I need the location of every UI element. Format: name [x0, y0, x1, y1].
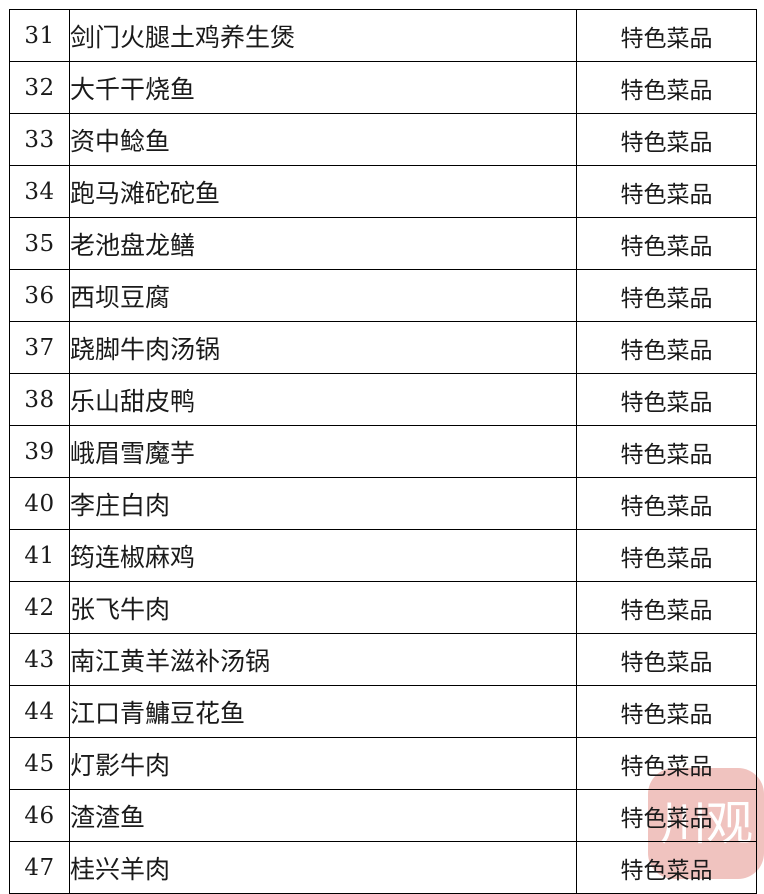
cell-category: 特色菜品	[576, 217, 757, 270]
cell-category: 特色菜品	[576, 789, 757, 842]
cell-category: 特色菜品	[576, 321, 757, 374]
cell-index: 45	[9, 737, 70, 790]
cell-index: 34	[9, 165, 70, 218]
table-row: 36 西坝豆腐 特色菜品	[9, 269, 757, 322]
cell-dish-name: 筠连椒麻鸡	[69, 529, 577, 582]
cell-dish-name: 南江黄羊滋补汤锅	[69, 633, 577, 686]
cell-index: 40	[9, 477, 70, 530]
cell-category: 特色菜品	[576, 9, 757, 62]
cell-index: 47	[9, 841, 70, 894]
dish-list-table: 31 剑门火腿土鸡养生煲 特色菜品 32 大千干烧鱼 特色菜品 33 资中鲶鱼 特色菜品 34 跑马…	[9, 9, 757, 894]
table-row: 38 乐山甜皮鸭 特色菜品	[9, 373, 757, 426]
cell-index: 33	[9, 113, 70, 166]
cell-index: 43	[9, 633, 70, 686]
cell-dish-name: 桂兴羊肉	[69, 841, 577, 894]
table-body: 31 剑门火腿土鸡养生煲 特色菜品 32 大千干烧鱼 特色菜品 33 资中鲶鱼 特色菜品 34 跑马…	[9, 9, 757, 894]
cell-category: 特色菜品	[576, 737, 757, 790]
table-row: 42 张飞牛肉 特色菜品	[9, 581, 757, 634]
cell-dish-name: 跷脚牛肉汤锅	[69, 321, 577, 374]
cell-index: 46	[9, 789, 70, 842]
cell-index: 42	[9, 581, 70, 634]
cell-category: 特色菜品	[576, 425, 757, 478]
cell-category: 特色菜品	[576, 373, 757, 426]
cell-dish-name: 张飞牛肉	[69, 581, 577, 634]
cell-dish-name: 资中鲶鱼	[69, 113, 577, 166]
table-row: 33 资中鲶鱼 特色菜品	[9, 113, 757, 166]
cell-category: 特色菜品	[576, 113, 757, 166]
cell-dish-name: 灯影牛肉	[69, 737, 577, 790]
table-row: 41 筠连椒麻鸡 特色菜品	[9, 529, 757, 582]
table-row: 39 峨眉雪魔芋 特色菜品	[9, 425, 757, 478]
table-row: 32 大千干烧鱼 特色菜品	[9, 61, 757, 114]
cell-dish-name: 江口青鱅豆花鱼	[69, 685, 577, 738]
cell-category: 特色菜品	[576, 841, 757, 894]
cell-dish-name: 渣渣鱼	[69, 789, 577, 842]
cell-index: 41	[9, 529, 70, 582]
table-row: 35 老池盘龙鳝 特色菜品	[9, 217, 757, 270]
cell-category: 特色菜品	[576, 269, 757, 322]
cell-dish-name: 老池盘龙鳝	[69, 217, 577, 270]
cell-index: 35	[9, 217, 70, 270]
cell-index: 32	[9, 61, 70, 114]
cell-category: 特色菜品	[576, 165, 757, 218]
cell-index: 44	[9, 685, 70, 738]
table-row: 44 江口青鱅豆花鱼 特色菜品	[9, 685, 757, 738]
cell-index: 38	[9, 373, 70, 426]
cell-index: 37	[9, 321, 70, 374]
table-row: 45 灯影牛肉 特色菜品	[9, 737, 757, 790]
table-row: 43 南江黄羊滋补汤锅 特色菜品	[9, 633, 757, 686]
cell-index: 36	[9, 269, 70, 322]
table-row: 47 桂兴羊肉 特色菜品	[9, 841, 757, 894]
cell-dish-name: 跑马滩砣砣鱼	[69, 165, 577, 218]
table-row: 46 渣渣鱼 特色菜品	[9, 789, 757, 842]
cell-dish-name: 大千干烧鱼	[69, 61, 577, 114]
cell-dish-name: 李庄白肉	[69, 477, 577, 530]
cell-index: 31	[9, 9, 70, 62]
table-row: 37 跷脚牛肉汤锅 特色菜品	[9, 321, 757, 374]
cell-category: 特色菜品	[576, 477, 757, 530]
table-row: 34 跑马滩砣砣鱼 特色菜品	[9, 165, 757, 218]
cell-category: 特色菜品	[576, 633, 757, 686]
cell-dish-name: 峨眉雪魔芋	[69, 425, 577, 478]
table-row: 31 剑门火腿土鸡养生煲 特色菜品	[9, 9, 757, 62]
cell-dish-name: 剑门火腿土鸡养生煲	[69, 9, 577, 62]
cell-category: 特色菜品	[576, 685, 757, 738]
cell-dish-name: 西坝豆腐	[69, 269, 577, 322]
cell-category: 特色菜品	[576, 581, 757, 634]
table-row: 40 李庄白肉 特色菜品	[9, 477, 757, 530]
cell-index: 39	[9, 425, 70, 478]
cell-category: 特色菜品	[576, 529, 757, 582]
cell-category: 特色菜品	[576, 61, 757, 114]
cell-dish-name: 乐山甜皮鸭	[69, 373, 577, 426]
